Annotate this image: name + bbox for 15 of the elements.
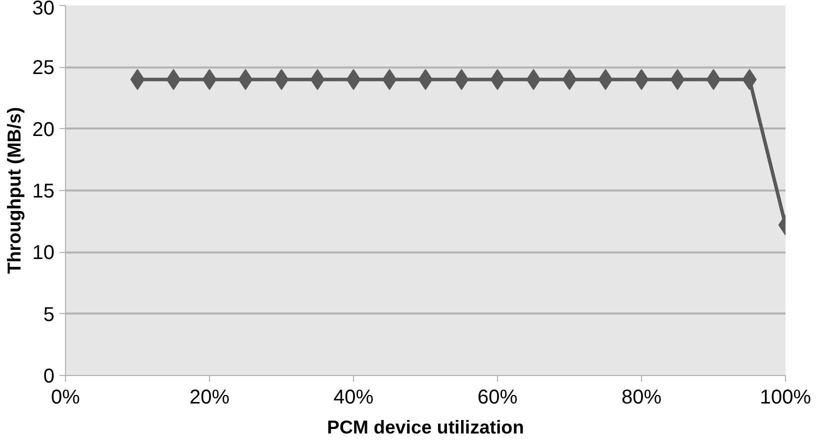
y-tick-label: 15 xyxy=(32,180,55,202)
y-tick-label: 0 xyxy=(43,366,54,388)
x-tick-label: 100% xyxy=(760,386,812,408)
x-tick-label: 80% xyxy=(621,386,662,408)
y-axis-title: Throughput (MB/s) xyxy=(3,107,24,274)
y-tick-label: 25 xyxy=(32,57,55,80)
y-tick-label: 30 xyxy=(32,0,55,20)
y-tick-label: 5 xyxy=(43,304,54,326)
x-tick-label: 0% xyxy=(51,386,80,408)
x-tick-label: 60% xyxy=(477,386,518,408)
y-tick-label: 10 xyxy=(32,242,55,264)
x-axis-title: PCM device utilization xyxy=(327,416,524,438)
x-tick-label: 20% xyxy=(189,386,230,408)
y-tick-label: 20 xyxy=(32,118,55,141)
x-tick-label: 40% xyxy=(333,386,374,408)
